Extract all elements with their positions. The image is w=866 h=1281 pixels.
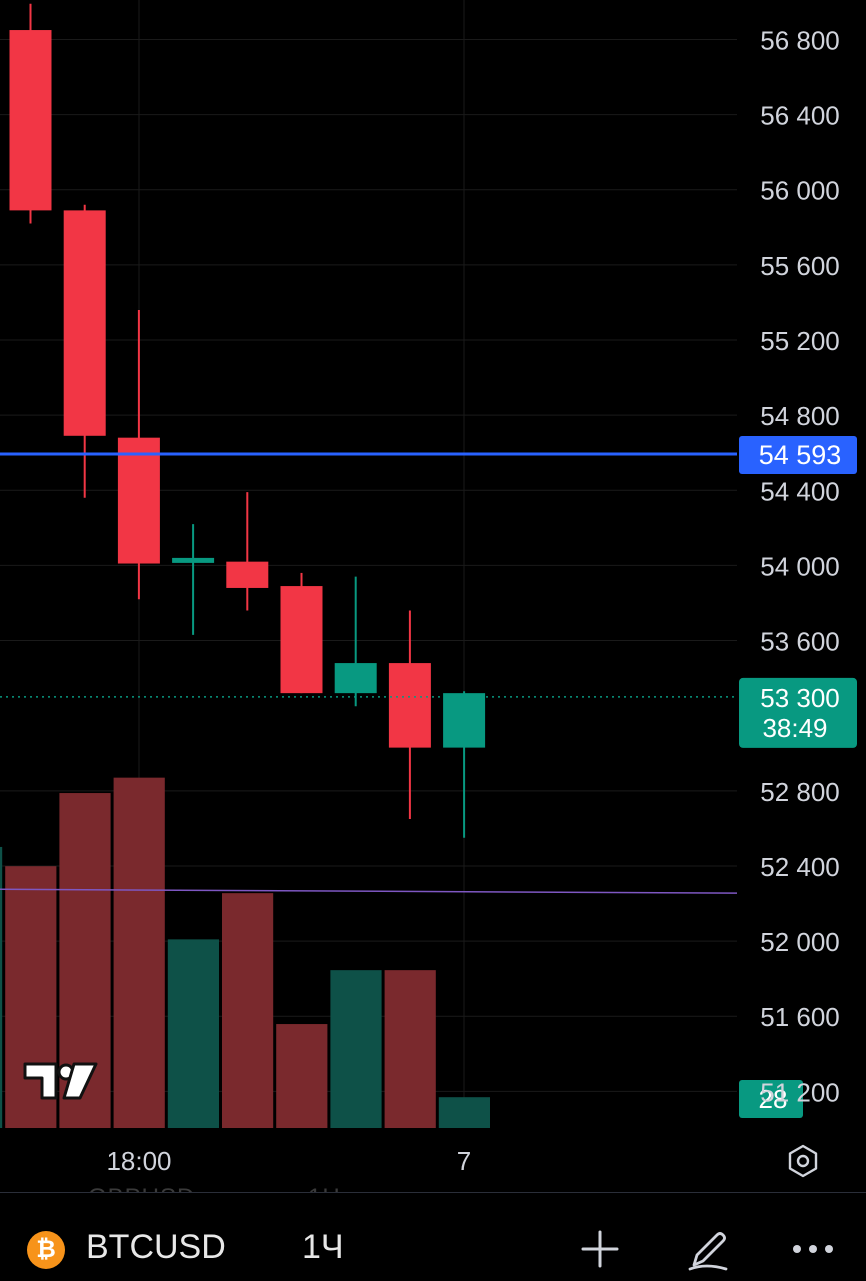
time-tick-label: 18:00 [106, 1146, 171, 1176]
time-tick-label: 7 [457, 1146, 471, 1176]
volume-ma-line [0, 888, 738, 894]
price-tick-label: 51 600 [760, 1002, 840, 1032]
price-tick-label: 54 400 [760, 476, 840, 506]
more-dots-icon [793, 1245, 833, 1253]
plus-icon [581, 1230, 619, 1268]
candle-body [443, 693, 486, 748]
volume-bar [0, 846, 3, 1128]
candle-body [63, 210, 106, 436]
price-tick-label: 52 000 [760, 927, 840, 957]
bottom-toolbar [0, 1192, 866, 1281]
volume-bar [167, 939, 219, 1128]
pen-icon [688, 1232, 728, 1271]
volume-bar [276, 1024, 328, 1128]
price-tick-label: 52 400 [760, 852, 840, 882]
price-tick-label: 56 000 [760, 176, 840, 206]
last-price-badge-bg [739, 677, 857, 748]
price-tick-label: 54 000 [760, 551, 840, 581]
price-axis: 56 800 56 400 56 000 55 600 55 200 54 800 54 4… [760, 25, 840, 1107]
candle-body [172, 557, 215, 563]
volume-bar [222, 893, 274, 1128]
price-tick-label: 54 800 [760, 401, 840, 431]
price-tick-label: 55 600 [760, 251, 840, 281]
interval-button[interactable]: 1Ч [302, 1228, 344, 1266]
candle-body [388, 663, 431, 748]
price-line-label: 54 593 [759, 440, 842, 470]
bar-countdown-label: 38:49 [762, 713, 827, 743]
tradingview-logo [23, 1062, 98, 1100]
price-tick-label: 56 800 [760, 25, 840, 55]
symbol-button[interactable]: BTCUSD [86, 1228, 226, 1266]
drawing-tools-button[interactable] [683, 1224, 733, 1274]
price-tick-label: 51 200 [760, 1077, 840, 1107]
price-tick-label: 52 800 [760, 777, 840, 807]
candle-body [280, 586, 323, 694]
hexagon-settings-icon [788, 1144, 818, 1178]
candlesticks [9, 3, 486, 838]
price-tick-label: 56 400 [760, 101, 840, 131]
volume-bar [330, 970, 382, 1128]
candle-body [226, 561, 269, 588]
volume-badge-label: 28 [759, 1084, 788, 1114]
volume-bar [113, 777, 165, 1128]
bitcoin-icon[interactable]: ₿ [27, 1231, 65, 1269]
volume-bar [384, 970, 436, 1128]
time-axis: 18:00 7 [106, 1146, 471, 1176]
price-tick-label: 55 200 [760, 326, 840, 356]
volume-bars [0, 777, 490, 1128]
volume-badge-bg [739, 1080, 803, 1118]
add-button[interactable] [575, 1224, 625, 1274]
volume-moving-average [0, 888, 738, 894]
candle-body [9, 30, 52, 211]
last-price-label: 53 300 [760, 683, 840, 713]
chart-settings-button[interactable] [785, 1143, 821, 1179]
candle-body [334, 663, 377, 694]
price-line-label-bg [739, 436, 857, 475]
volume-bar [438, 1097, 490, 1128]
price-tick-label: 53 600 [760, 627, 840, 657]
candle-body [117, 437, 160, 564]
more-button[interactable] [788, 1224, 838, 1274]
